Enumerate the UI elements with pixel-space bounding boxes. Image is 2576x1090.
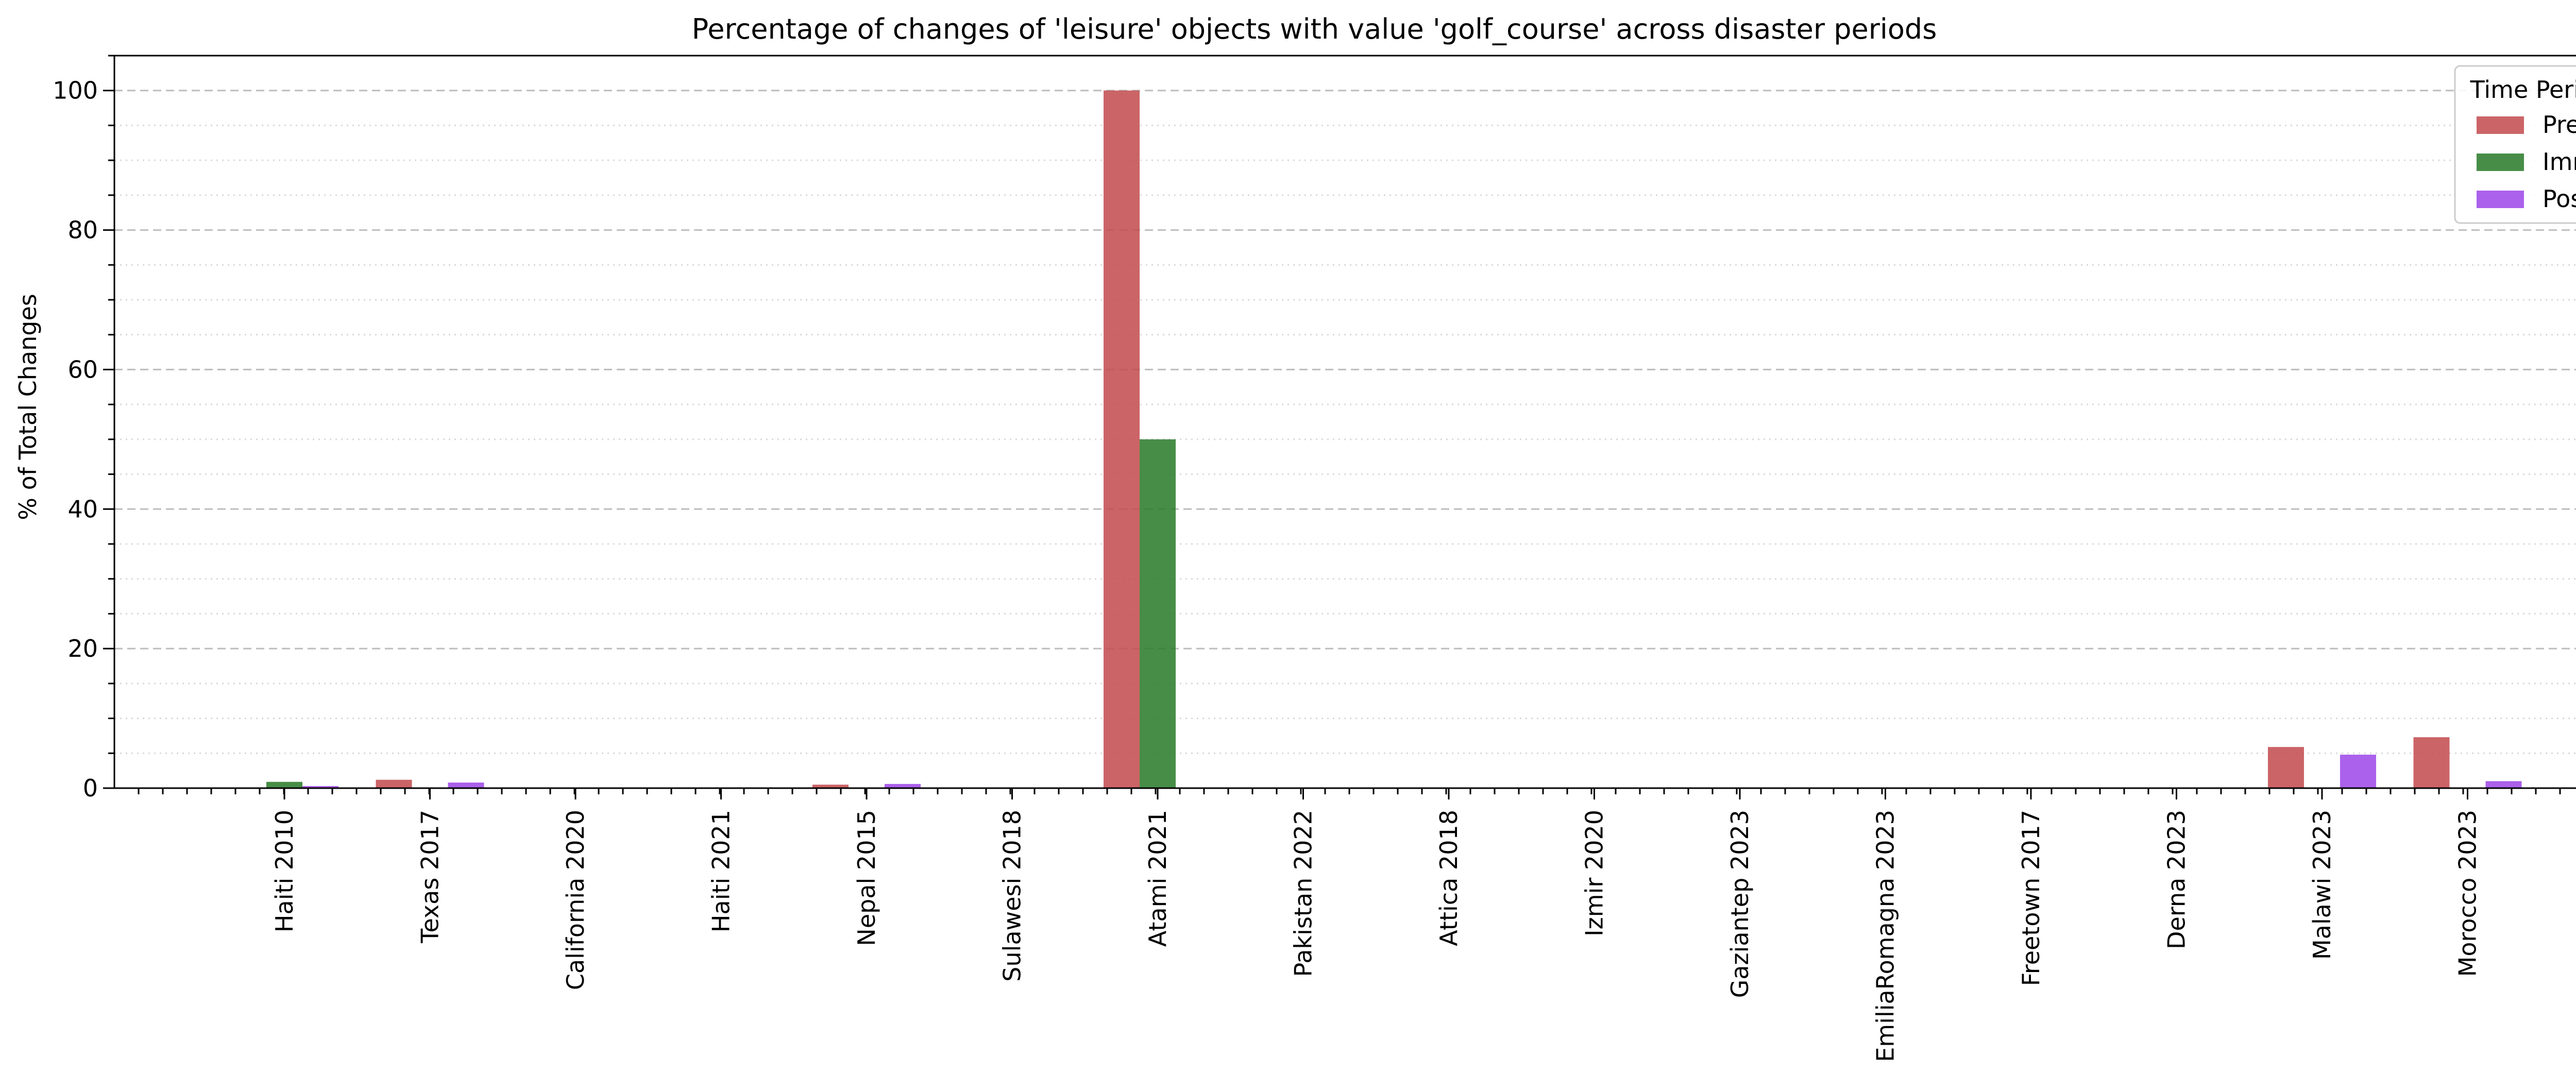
bar-pre: [812, 785, 849, 788]
x-tick-label: Attica 2018: [1435, 810, 1463, 946]
y-axis-label: % of Total Changes: [14, 294, 42, 520]
legend-box: [2454, 65, 2576, 224]
bar-imm: [1140, 439, 1176, 788]
x-tick-label: Gaziantep 2023: [1726, 810, 1754, 998]
bars: [266, 90, 2522, 789]
grid: [114, 55, 2576, 754]
y-tick-label: 20: [67, 635, 98, 662]
bar-pre: [376, 779, 412, 788]
y-tick-label: 60: [67, 355, 98, 383]
bar-post: [302, 786, 338, 788]
y-tick-label: 100: [53, 77, 98, 105]
axes: 0 20 40 60 80 100 Haiti 2010 Texas 2017 Californ…: [53, 55, 2576, 1062]
bar-pre: [1104, 90, 1140, 789]
x-tick-label: Pakistan 2022: [1290, 810, 1317, 977]
y-tick-label: 0: [83, 774, 98, 802]
x-tick-label: Izmir 2020: [1581, 810, 1608, 936]
legend-label-post: Post: [2543, 185, 2576, 213]
x-tick-label: Atami 2021: [1144, 810, 1172, 947]
bar-post: [885, 784, 921, 788]
x-tick-label: Haiti 2021: [707, 810, 735, 932]
bar-post: [2340, 754, 2376, 788]
x-tick-label: Texas 2017: [416, 810, 444, 944]
y-tick-label: 40: [67, 495, 98, 523]
y-tick-label: 80: [67, 216, 98, 244]
x-tick-label: Freetown 2017: [2017, 810, 2045, 986]
legend-title: Time Period: [2470, 76, 2576, 104]
x-tick-label: Derna 2023: [2163, 810, 2191, 949]
legend-label-imm: Imm: [2543, 148, 2576, 176]
legend-swatch-pre: [2477, 116, 2524, 134]
legend-label-pre: Pre: [2543, 111, 2576, 139]
x-tick-label: EmiliaRomagna 2023: [1872, 810, 1900, 1062]
bar-pre: [2413, 737, 2450, 788]
legend-swatch-imm: [2477, 154, 2524, 171]
bar-post: [2485, 781, 2522, 788]
bar-imm: [266, 781, 302, 788]
x-tick-label: Sulawesi 2018: [998, 810, 1026, 982]
legend-swatch-post: [2477, 191, 2524, 208]
plot-frame: [113, 55, 2576, 789]
bar-post: [448, 782, 484, 788]
chart-title: Percentage of changes of 'leisure' objec…: [692, 13, 1937, 45]
x-tick-label: Malawi 2023: [2308, 810, 2336, 960]
x-tick-label: Haiti 2010: [270, 810, 298, 932]
x-tick-label: California 2020: [562, 810, 589, 990]
x-tick-label: Morocco 2023: [2454, 810, 2482, 977]
legend: Time Period Pre Imm Post: [2454, 65, 2576, 224]
bar-pre: [2268, 747, 2304, 788]
x-tick-label: Nepal 2015: [853, 810, 880, 946]
